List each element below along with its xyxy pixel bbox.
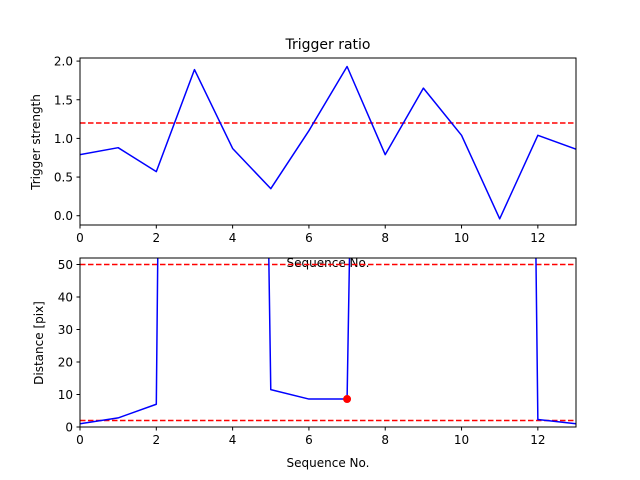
top-plot-frame xyxy=(79,57,577,226)
bottom-threshold-lines xyxy=(80,263,576,422)
bottom-y-axis-label: Distance [pix] xyxy=(32,301,46,385)
bottom-x-axis-label: Sequence No. xyxy=(287,456,370,470)
top-y-tick-label: 0.5 xyxy=(54,171,73,185)
bottom-y-tick-label: 30 xyxy=(58,323,73,337)
top-y-tick-label: 2.0 xyxy=(54,55,73,69)
bottom-y-tick-label: 40 xyxy=(58,291,73,305)
bottom-x-ticks: 0 2 4 6 8 10 12 xyxy=(76,427,545,447)
bottom-y-ticks: 0 10 20 30 40 50 xyxy=(58,258,80,435)
bottom-y-tick-label: 20 xyxy=(58,356,73,370)
bottom-x-tick-label: 8 xyxy=(381,433,389,447)
top-x-tick-label: 0 xyxy=(76,231,84,245)
bottom-y-tick-label: 10 xyxy=(58,388,73,402)
bottom-x-tick-label: 4 xyxy=(229,433,237,447)
bottom-x-tick-label: 12 xyxy=(530,433,545,447)
bottom-series-group xyxy=(80,258,576,425)
top-y-tick-label: 0.0 xyxy=(54,209,73,223)
top-chart-title: Trigger ratio xyxy=(284,37,370,53)
bottom-x-tick-label: 6 xyxy=(305,433,313,447)
bottom-y-tick-label: 0 xyxy=(65,421,73,435)
top-x-tick-label: 2 xyxy=(152,231,160,245)
bottom-x-tick-label: 2 xyxy=(152,433,160,447)
bottom-plot-frame xyxy=(79,257,577,428)
bottom-x-tick-label: 10 xyxy=(454,433,469,447)
bottom-y-tick-label: 50 xyxy=(58,258,73,272)
bottom-highlight-point xyxy=(343,395,352,404)
bottom-chart: 0 2 4 6 8 10 12 0 10 20 30 40 50 Sequence No. Dista… xyxy=(32,257,577,470)
bottom-series-line xyxy=(80,258,576,425)
top-chart: Trigger ratio 0 2 4 6 8 10 12 0.00.51.01.52.0 … xyxy=(29,37,577,270)
top-x-tick-label: 10 xyxy=(454,231,469,245)
top-x-ticks: 0 2 4 6 8 10 12 xyxy=(76,225,545,245)
top-y-ticks: 0.0 0.5 1.0 1.5 2.0 xyxy=(54,55,80,223)
top-series-line xyxy=(80,65,576,220)
top-y-tick-label: 1.0 xyxy=(54,132,73,146)
top-y-axis-label: Trigger strength xyxy=(29,94,43,191)
top-x-tick-label: 8 xyxy=(381,231,389,245)
top-x-tick-label: 6 xyxy=(305,231,313,245)
top-x-tick-label: 4 xyxy=(229,231,237,245)
top-series-group xyxy=(80,65,576,220)
top-x-tick-label: 12 xyxy=(530,231,545,245)
top-y-tick-label: 1.5 xyxy=(54,93,73,107)
bottom-x-tick-label: 0 xyxy=(76,433,84,447)
